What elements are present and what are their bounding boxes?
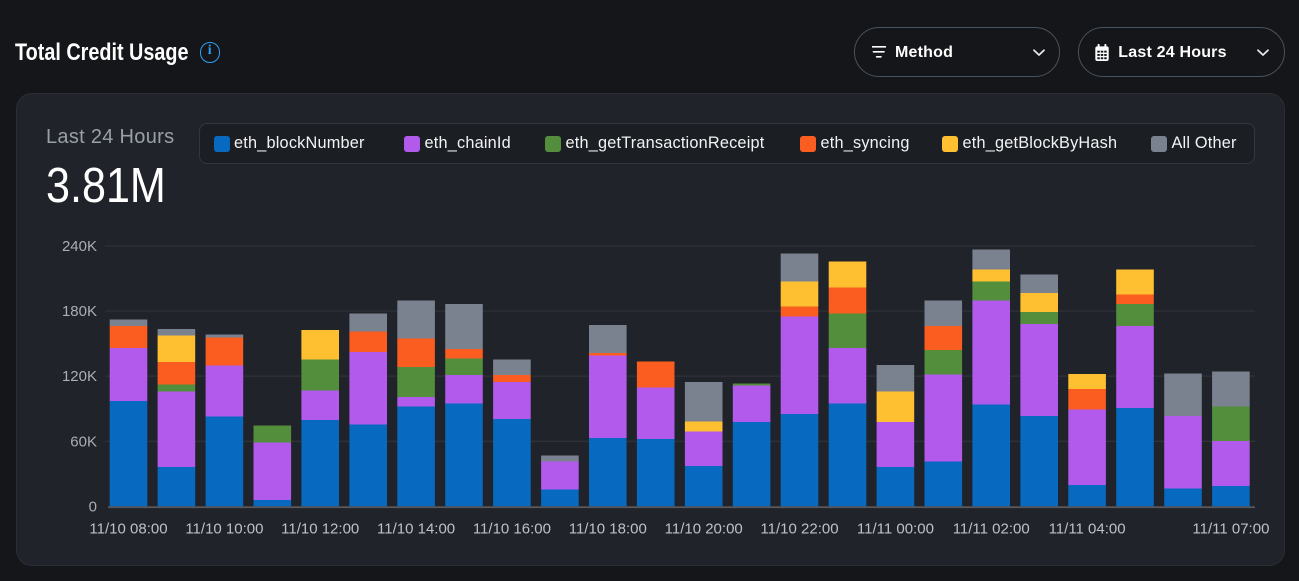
svg-text:11/10 16:00: 11/10 16:00 bbox=[473, 521, 551, 538]
svg-text:11/10 12:00: 11/10 12:00 bbox=[281, 521, 359, 538]
svg-text:11/10 20:00: 11/10 20:00 bbox=[665, 521, 743, 538]
svg-text:240K: 240K bbox=[62, 238, 97, 255]
svg-text:11/10 22:00: 11/10 22:00 bbox=[760, 521, 838, 538]
svg-text:11/10 08:00: 11/10 08:00 bbox=[89, 521, 167, 538]
svg-text:11/10 14:00: 11/10 14:00 bbox=[377, 521, 455, 538]
svg-text:11/11 04:00: 11/11 04:00 bbox=[1049, 521, 1126, 538]
svg-text:60K: 60K bbox=[70, 433, 97, 450]
svg-text:11/11 00:00: 11/11 00:00 bbox=[857, 521, 934, 538]
svg-text:11/10 18:00: 11/10 18:00 bbox=[569, 521, 647, 538]
svg-text:120K: 120K bbox=[62, 368, 97, 385]
svg-text:11/10 10:00: 11/10 10:00 bbox=[185, 521, 263, 538]
svg-text:0: 0 bbox=[89, 498, 97, 515]
svg-text:11/11 07:00: 11/11 07:00 bbox=[1192, 521, 1269, 538]
svg-text:180K: 180K bbox=[62, 303, 97, 320]
svg-text:11/11 02:00: 11/11 02:00 bbox=[953, 521, 1030, 538]
